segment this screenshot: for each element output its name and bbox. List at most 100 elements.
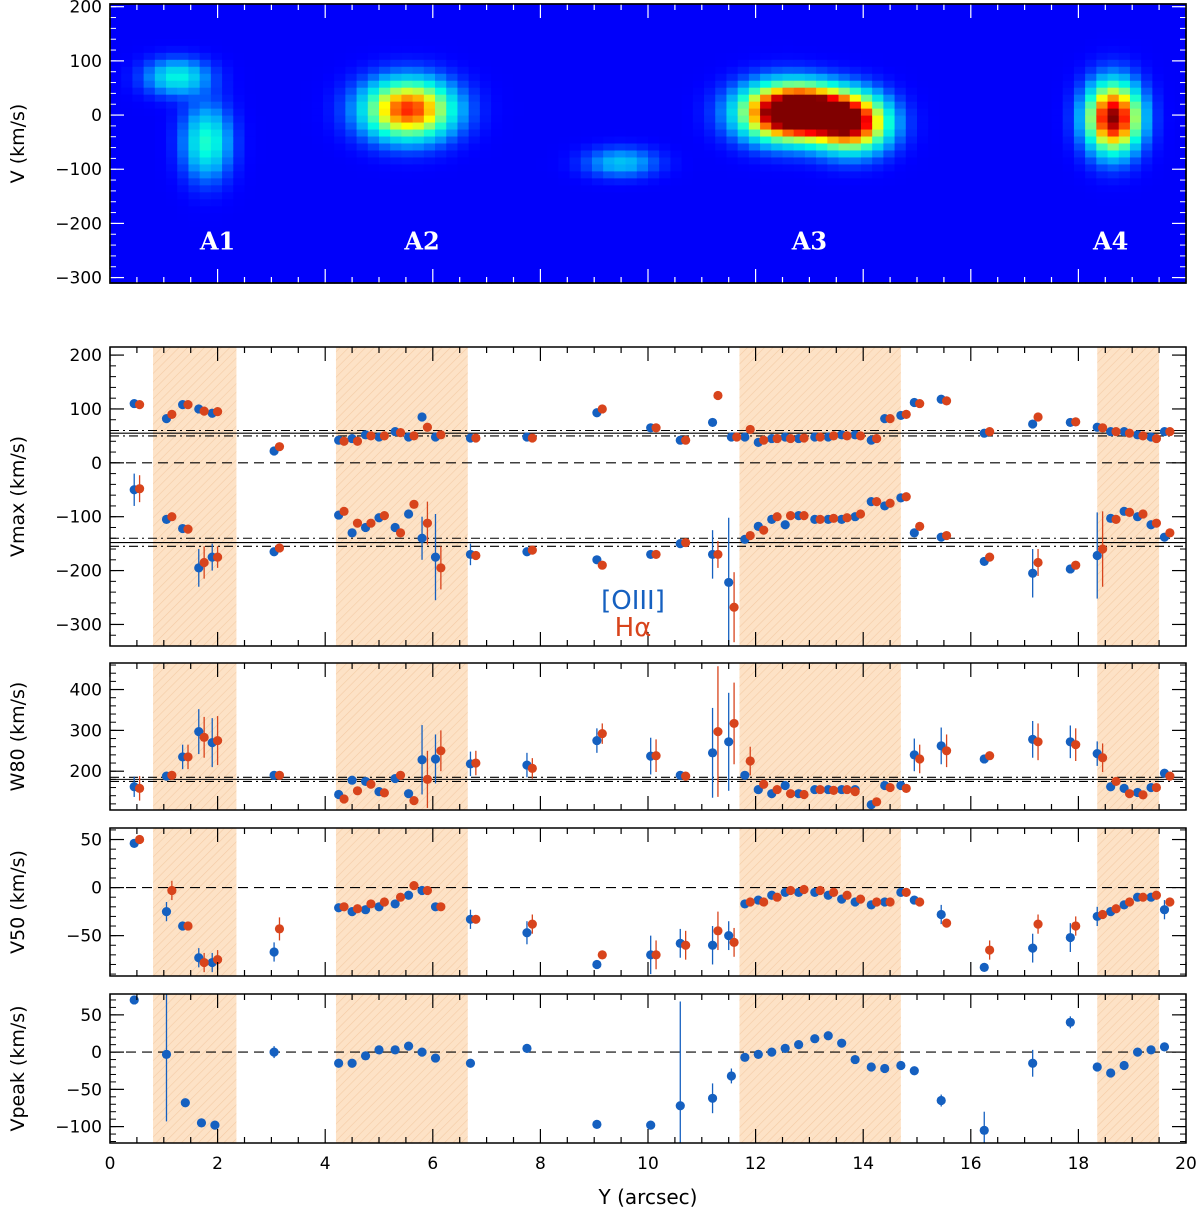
heatmap-cell [693,178,705,186]
heatmap-cell [379,11,391,19]
heatmap-cell [962,32,974,40]
heatmap-cell [670,11,682,19]
heatmap-cell [1141,102,1153,110]
heatmap-cell [1141,32,1153,40]
heatmap-cell [951,18,963,26]
heatmap-cell [827,123,839,131]
heatmap-cell [357,206,369,214]
heatmap-cell [883,109,895,117]
heatmap-cell [592,157,604,165]
heatmap-cell [256,178,268,186]
heatmap-cell [962,171,974,179]
heatmap-cell [850,269,862,277]
heatmap-cell [637,88,649,96]
data-point [1165,427,1174,436]
heatmap-cell [312,192,324,200]
heatmap-cell [345,130,357,138]
heatmap-cell [850,53,862,61]
data-point [1125,429,1134,438]
heatmap-cell [110,4,122,12]
heatmap-cell [345,4,357,12]
heatmap-cell [1119,262,1131,270]
heatmap-cell [1029,220,1041,228]
heatmap-cell [704,53,716,61]
heatmap-cell [883,116,895,124]
heatmap-cell [1007,116,1019,124]
heatmap-cell [144,144,156,152]
heatmap-cell [1029,234,1041,242]
heatmap-cell [547,164,559,172]
data-point [810,1034,819,1043]
heatmap-cell [861,220,873,228]
heatmap-cell [289,67,301,75]
heatmap-cell [379,192,391,200]
heatmap-cell [334,95,346,103]
heatmap-cell [312,102,324,110]
heatmap-cell [144,25,156,33]
data-point [681,941,690,950]
heatmap-cell [514,46,526,54]
data-point [162,1050,171,1059]
heatmap-cell [514,262,526,270]
heatmap-cell [704,213,716,221]
heatmap-cell [110,102,122,110]
heatmap-cell [760,46,772,54]
heatmap-cell [1152,255,1164,263]
heatmap-cell [626,255,638,263]
heatmap-cell [850,95,862,103]
heatmap-cell [895,130,907,138]
heatmap-cell [906,199,918,207]
heatmap-cell [1018,18,1030,26]
heatmap-cell [211,137,223,145]
data-point [380,897,389,906]
heatmap-cell [536,227,548,235]
heatmap-cell [469,255,481,263]
heatmap-cell [670,67,682,75]
heatmap-cell [480,269,492,277]
heatmap-cell [278,74,290,82]
heatmap-cell [132,74,144,82]
data-point [651,550,660,559]
heatmap-cell [233,102,245,110]
heatmap-cell [1052,178,1064,186]
heatmap-cell [491,123,503,131]
heatmap-cell [726,109,738,117]
heatmap-cell [278,81,290,89]
heatmap-cell [222,130,234,138]
heatmap-cell [626,220,638,228]
heatmap-cell [1052,227,1064,235]
heatmap-cell [480,185,492,193]
heatmap-cell [1029,206,1041,214]
heatmap-cell [995,248,1007,256]
heatmap-cell [626,60,638,68]
heatmap-cell [1085,81,1097,89]
heatmap-cell [726,53,738,61]
heatmap-cell [1152,39,1164,47]
heatmap-cell [1074,144,1086,152]
heatmap-cell [1130,39,1142,47]
heatmap-cell [895,95,907,103]
heatmap-cell [704,11,716,19]
heatmap-cell [659,123,671,131]
heatmap-cell [648,255,660,263]
heatmap-cell [211,262,223,270]
heatmap-cell [872,53,884,61]
heatmap-cell [177,178,189,186]
heatmap-cell [267,102,279,110]
heatmap-cell [1029,109,1041,117]
heatmap-cell [906,46,918,54]
heatmap-cell [312,4,324,12]
heatmap-cell [883,53,895,61]
heatmap-cell [592,53,604,61]
heatmap-cell [1175,150,1187,158]
heatmap-cell [827,109,839,117]
heatmap-cell [1085,269,1097,277]
heatmap-cell [536,192,548,200]
heatmap-cell [816,123,828,131]
heatmap-cell [895,39,907,47]
heatmap-cell [1052,144,1064,152]
heatmap-cell [984,11,996,19]
heatmap-cell [771,123,783,131]
heatmap-cell [166,185,178,193]
heatmap-cell [603,130,615,138]
